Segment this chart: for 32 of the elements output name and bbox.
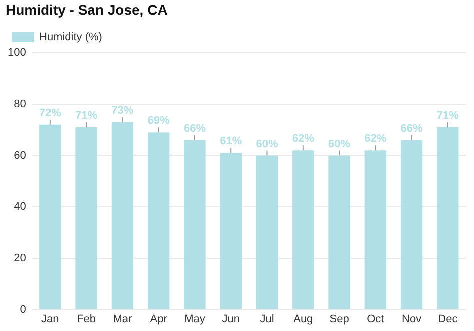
- data-label: 73%: [112, 104, 134, 117]
- data-label: 66%: [184, 122, 206, 135]
- x-tick-label: Jan: [42, 313, 60, 326]
- x-tick-label: Apr: [150, 313, 168, 326]
- chart-title: Humidity - San Jose, CA: [6, 2, 168, 18]
- x-tick-label: Dec: [438, 313, 458, 326]
- y-tick-label: 0: [20, 304, 26, 316]
- data-label: 66%: [400, 122, 424, 135]
- data-label: 62%: [292, 133, 315, 146]
- y-tick-label: 20: [14, 252, 26, 264]
- x-tick-label: Aug: [294, 313, 314, 326]
- x-tick-label: Nov: [402, 313, 422, 326]
- data-label: 71%: [436, 110, 460, 122]
- data-label: 60%: [328, 138, 351, 150]
- legend-label: Humidity (%): [40, 32, 102, 44]
- x-tick-label: Feb: [77, 313, 96, 326]
- x-tick-label: Jul: [260, 313, 274, 326]
- data-label: 69%: [148, 115, 170, 128]
- x-tick-label: May: [184, 313, 206, 326]
- data-label: 72%: [39, 107, 62, 120]
- x-tick-label: Sep: [330, 313, 350, 326]
- y-tick-label: 80: [14, 98, 26, 110]
- y-tick-label: 60: [14, 150, 26, 162]
- y-tick-label: 100: [8, 47, 26, 60]
- x-tick-label: Mar: [113, 313, 132, 326]
- y-tick-label: 40: [14, 201, 26, 214]
- data-label: 60%: [256, 138, 278, 150]
- data-label: 71%: [76, 110, 98, 122]
- x-tick-label: Jun: [222, 313, 240, 326]
- data-label: 62%: [364, 133, 387, 146]
- x-tick-label: Oct: [367, 313, 384, 326]
- data-label: 61%: [220, 136, 242, 148]
